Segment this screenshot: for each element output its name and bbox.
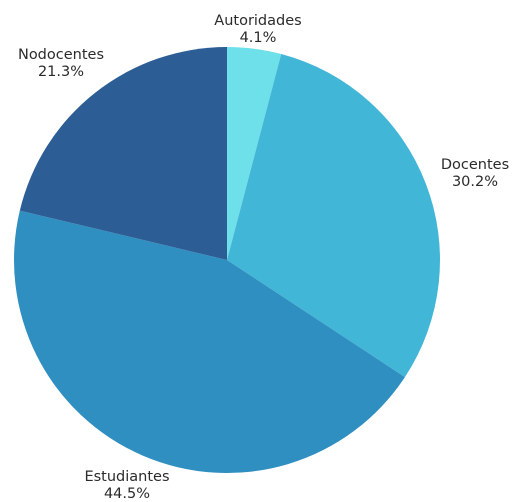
pie-slice-estudiantes [14, 210, 405, 473]
slice-percent-autoridades: 4.1% [240, 30, 277, 46]
slice-label-nodocentes: Nodocentes [18, 47, 104, 63]
slice-percent-docentes: 30.2% [452, 174, 498, 190]
slice-label-estudiantes: Estudiantes [84, 469, 169, 485]
slice-label-docentes: Docentes [441, 157, 509, 173]
pie-slice-nodocentes [19, 47, 227, 260]
pie-slice-autoridades [227, 46, 282, 260]
slice-label-autoridades: Autoridades [214, 13, 301, 29]
slice-percent-nodocentes: 21.3% [38, 64, 84, 80]
pie-slice-docentes [227, 54, 441, 378]
pie-slices [14, 46, 441, 473]
slice-percent-estudiantes: 44.5% [104, 486, 150, 502]
